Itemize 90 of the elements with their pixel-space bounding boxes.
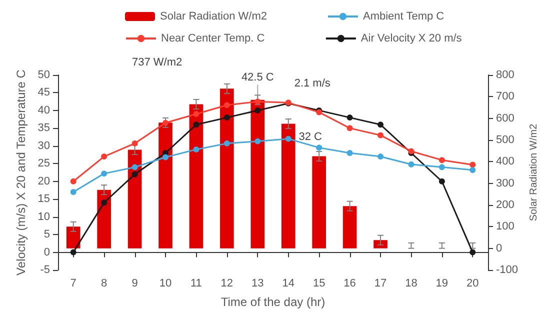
point [193, 146, 200, 152]
y-axis-title: Velocity (m/s) X 20 and Temperature C [14, 69, 28, 276]
y-tick-label: -5 [40, 264, 50, 276]
text: 737 W/m2 [132, 56, 182, 68]
point [224, 102, 230, 108]
y-tick-label: 25 [38, 158, 50, 170]
x-tick-label: 16 [344, 278, 356, 290]
x-tick-label: 13 [252, 278, 264, 290]
x-tick-label: 8 [101, 278, 108, 290]
point [438, 178, 445, 184]
y2-tick-label: 0 [496, 242, 502, 254]
point [470, 167, 476, 174]
y-tick-label: 20 [38, 175, 50, 188]
y-tick-label: 15 [38, 193, 50, 206]
x-tick-label: 9 [132, 278, 138, 290]
bar [250, 100, 265, 248]
point [101, 170, 108, 177]
y-tick-label: 10 [38, 210, 50, 223]
x-tick-label: 14 [282, 278, 294, 290]
bar [66, 226, 80, 248]
y2-axis-title: Solar Radiation W/m2 [528, 123, 540, 222]
point [438, 157, 445, 164]
bar [312, 156, 326, 248]
bar [342, 206, 357, 248]
bar [281, 124, 296, 248]
point [193, 111, 200, 117]
legend-label: Ambient Temp C [362, 10, 444, 22]
point [162, 154, 168, 160]
y2-tick-label: 800 [496, 69, 514, 81]
legend-label: Air Velocity X 20 m/s [360, 32, 462, 44]
bar [97, 190, 111, 248]
point [378, 132, 384, 138]
legend-label: Near Center Temp. C [161, 32, 265, 44]
y2-tick-label: 400 [496, 156, 514, 168]
x-tick-label: 19 [436, 278, 448, 290]
y-tick-label: 30 [38, 140, 50, 152]
y-tick-label: 50 [38, 69, 50, 81]
point [285, 136, 292, 142]
point [132, 164, 138, 170]
x-axis-title: Time of the day (hr) [220, 295, 326, 309]
x-tick-label: 11 [190, 278, 202, 290]
y2-tick-label: 300 [496, 177, 514, 190]
legend-label: Solar Radiation W/m2 [160, 10, 267, 22]
x-tick-label: 7 [70, 278, 76, 290]
x-tick-label: 10 [159, 278, 172, 290]
point [162, 120, 168, 126]
point [378, 154, 384, 160]
x-tick-label: 18 [405, 278, 418, 290]
x-tick-label: 20 [466, 278, 479, 290]
annotation: 42.5 C [241, 72, 274, 84]
x-tick-label: 15 [312, 278, 326, 290]
y-tick-label: 5 [44, 228, 50, 241]
x-tick-label: 12 [220, 278, 234, 290]
bar [189, 104, 204, 248]
y2-tick-label: 700 [496, 90, 514, 103]
y2-tick-label: 500 [496, 134, 514, 146]
point [254, 107, 261, 114]
y-tick-label: 35 [38, 122, 50, 134]
point [346, 125, 353, 132]
y2-tick-label: 100 [496, 220, 514, 233]
annotation: 2.1 m/s [294, 77, 331, 90]
point [254, 98, 261, 105]
point [193, 122, 200, 128]
point [438, 164, 445, 170]
point [378, 122, 384, 128]
x-tick-label: 17 [374, 278, 387, 290]
point [346, 114, 353, 121]
point [70, 189, 76, 195]
y-tick-label: 0 [44, 246, 50, 258]
y-tick-label: 45 [38, 86, 50, 99]
y2-tick-label: 200 [496, 199, 514, 211]
point [408, 161, 414, 168]
bar [128, 150, 142, 248]
bar [158, 122, 172, 248]
y2-tick-label: -100 [496, 264, 518, 276]
y-tick-label: 40 [38, 104, 50, 116]
annotation: 32 C [298, 130, 322, 143]
bar [374, 240, 388, 248]
point [470, 162, 476, 168]
point [70, 178, 76, 184]
point [224, 140, 230, 146]
point [224, 114, 230, 121]
point [101, 200, 108, 206]
point [132, 171, 138, 178]
point [346, 150, 353, 156]
bar [220, 88, 234, 248]
point [254, 138, 261, 144]
point [101, 154, 108, 160]
point [70, 249, 76, 256]
y2-tick-label: 600 [496, 112, 514, 124]
